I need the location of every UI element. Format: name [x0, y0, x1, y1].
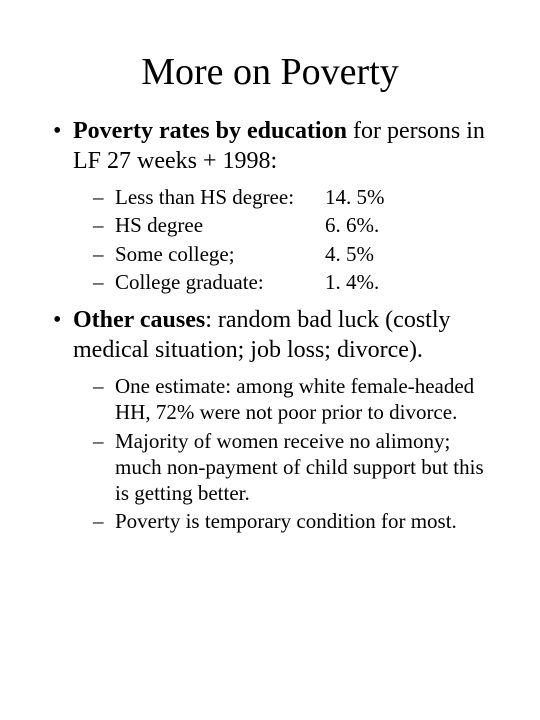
list-item: One estimate: among white female-headed …: [45, 373, 495, 426]
sub-value: 14. 5%: [325, 184, 385, 210]
sub-label: Less than HS degree:: [115, 184, 325, 210]
list-item: Some college; 4. 5%: [45, 241, 495, 267]
bullet-1-bold: Poverty rates by education: [73, 118, 347, 144]
sub-value: 4. 5%: [325, 241, 374, 267]
sub-value: 6. 6%.: [325, 212, 379, 238]
bullet-2-bold: Other causes: [73, 307, 205, 333]
bullet-2-subitems: One estimate: among white female-headed …: [45, 373, 495, 535]
bullet-1-subitems: Less than HS degree: 14. 5% HS degree 6.…: [45, 184, 495, 295]
list-item: HS degree 6. 6%.: [45, 212, 495, 238]
sub-label: HS degree: [115, 212, 325, 238]
bullet-2: Other causes: random bad luck (costly me…: [45, 305, 495, 365]
sub-label: Some college;: [115, 241, 325, 267]
sub-label: College graduate:: [115, 269, 325, 295]
bullet-1: Poverty rates by education for persons i…: [45, 116, 495, 176]
slide-title: More on Poverty: [45, 50, 495, 94]
list-item: Less than HS degree: 14. 5%: [45, 184, 495, 210]
list-item: College graduate: 1. 4%.: [45, 269, 495, 295]
list-item: Majority of women receive no alimony; mu…: [45, 428, 495, 507]
sub-value: 1. 4%.: [325, 269, 379, 295]
list-item: Poverty is temporary condition for most.: [45, 508, 495, 534]
